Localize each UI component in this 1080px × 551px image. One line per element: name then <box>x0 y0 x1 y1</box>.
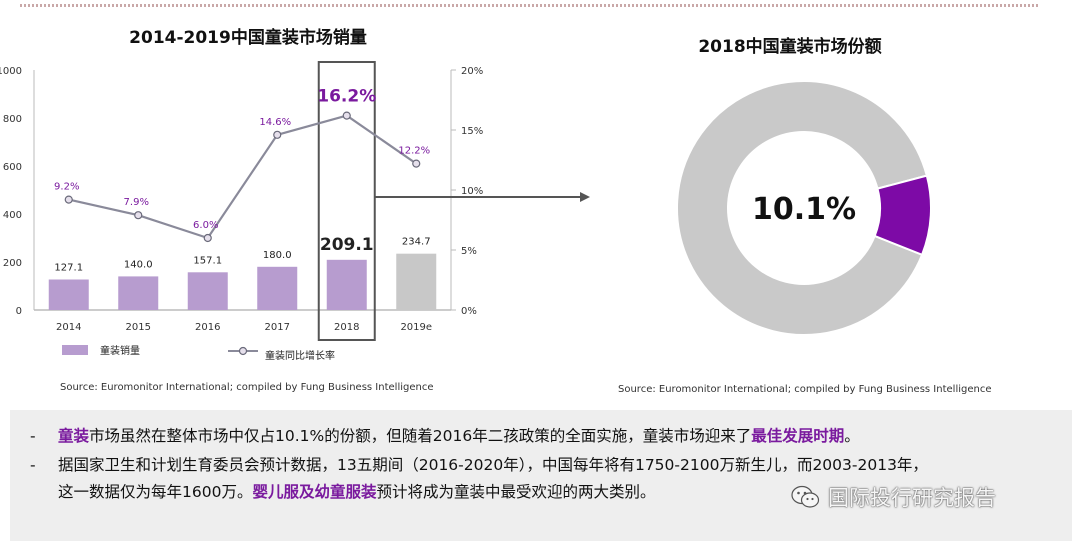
bar-value-label: 180.0 <box>263 250 292 261</box>
text-run: 市场虽然在整体市场中仅占10.1%的份额，但随着2016年二孩政策的全面实施，童… <box>89 427 752 445</box>
text-run: 这一数据仅为每年1600万。 <box>58 483 253 501</box>
bar-2018 <box>326 259 367 310</box>
growth-point-2014 <box>64 195 73 204</box>
y-tick-label: 0 <box>16 306 22 317</box>
bar-chart-axes: 0 200 400 600 800 1000 0% 5% 10% 15% 20% <box>0 61 590 341</box>
bullet-text: 童装市场虽然在整体市场中仅占10.1%的份额，但随着2016年二孩政策的全面实施… <box>58 423 860 449</box>
bar-2019e <box>396 253 437 310</box>
donut-center-label: 10.1% <box>752 192 856 227</box>
text-run: 。 <box>844 427 860 445</box>
bar-2014 <box>48 279 89 310</box>
legend-bar-label: 童装销量 <box>100 344 140 357</box>
link-arrow-head <box>580 192 590 202</box>
x-tick-label: 2017 <box>265 322 290 333</box>
watermark-text: 国际投行研究报告 <box>828 486 996 510</box>
x-tick-label: 2016 <box>195 322 220 333</box>
bar-2016 <box>187 272 228 310</box>
highlight-box-2018 <box>317 61 376 341</box>
bar-chart-source: Source: Euromonitor International; compi… <box>60 382 434 393</box>
growth-point-2019e <box>412 159 421 168</box>
wechat-icon <box>791 485 820 508</box>
y2-tick-label: 0% <box>461 306 477 317</box>
bullet-text: 这一数据仅为每年1600万。婴儿服及幼童服装预计将成为童装中最受欢迎的两大类别。 <box>58 479 655 505</box>
highlighted-phrase: 婴儿服及幼童服装 <box>252 483 377 501</box>
highlighted-phrase: 最佳发展时期 <box>751 427 845 445</box>
y-tick-label: 200 <box>3 258 22 269</box>
bar-value-label: 234.7 <box>402 237 431 248</box>
bar-chart-legend: 童装销量 童装同比增长率 <box>62 344 335 362</box>
pie-chart-source: Source: Euromonitor International; compi… <box>618 384 992 395</box>
bullet-dash: - <box>30 427 36 445</box>
bar-chart-title: 2014-2019中国童装市场销量 <box>129 27 367 48</box>
growth-line <box>68 114 417 240</box>
growth-rate-label: 9.2% <box>54 182 79 193</box>
growth-point-2016 <box>203 233 212 243</box>
x-tick-labels: 2014 2015 2016 2017 2018 2019e <box>56 322 432 333</box>
summary-textbox: - 童装市场虽然在整体市场中仅占10.1%的份额，但随着2016年二孩政策的全面实… <box>10 410 1072 541</box>
bar-value-label: 140.0 <box>124 259 153 270</box>
growth-point-2015 <box>134 211 143 220</box>
x-tick-label: 2019e <box>400 322 432 333</box>
legend-line-marker <box>238 346 248 356</box>
growth-rate-label: 16.2% <box>317 87 376 107</box>
y2-tick-label: 5% <box>461 246 477 257</box>
chart-canvas: 2014-2019中国童装市场销量 0 200 400 600 800 1000 0% 5% 1… <box>0 27 992 395</box>
donut-slice-childrenswear <box>873 174 932 257</box>
growth-rate-label: 12.2% <box>398 146 430 157</box>
x-tick-label: 2014 <box>56 322 81 333</box>
bar-2015 <box>118 276 159 310</box>
y2-tick-label: 10% <box>461 186 483 197</box>
growth-rate-label: 14.6% <box>259 117 291 128</box>
highlighted-phrase: 童装 <box>58 427 90 445</box>
bullet-text: 据国家卫生和计划生育委员会预计数据，13五期间（2016-2020年），中国每年… <box>58 452 928 478</box>
growth-rate-label: 6.0% <box>193 220 218 231</box>
bar-2017 <box>257 266 298 310</box>
text-run: 据国家卫生和计划生育委员会预计数据，13五期间（2016-2020年），中国每年… <box>58 456 928 474</box>
growth-point-2018 <box>342 111 351 120</box>
legend-bar-swatch <box>62 345 88 355</box>
text-run: 预计将成为童装中最受欢迎的两大类别。 <box>376 483 656 501</box>
x-tick-label: 2018 <box>334 322 359 333</box>
y2-tick-label: 20% <box>461 66 483 77</box>
decorative-top-border <box>20 4 1040 7</box>
bar-series: 127.1 140.0 157.1 180.0 209.1 234.7 <box>48 235 437 310</box>
x-tick-label: 2015 <box>126 322 151 333</box>
bar-value-label: 209.1 <box>320 235 374 255</box>
growth-rate-label: 7.9% <box>124 197 149 208</box>
y2-tick-label: 15% <box>461 126 483 137</box>
growth-line-series: 9.2% 7.9% 6.0% 14.6% 16.2% 12.2% <box>54 87 430 243</box>
y-tick-label: 400 <box>3 210 22 221</box>
legend-line-label: 童装同比增长率 <box>265 349 335 362</box>
y-tick-label: 800 <box>3 114 22 125</box>
growth-point-2017 <box>273 130 282 139</box>
pie-chart-title: 2018中国童装市场份额 <box>698 36 881 57</box>
bar-value-label: 157.1 <box>193 255 222 266</box>
y-tick-label: 600 <box>3 162 22 173</box>
bullet-dash: - <box>30 456 36 474</box>
bar-value-label: 127.1 <box>54 262 83 273</box>
watermark: 国际投行研究报告 <box>790 482 996 512</box>
donut-chart: 10.1% <box>676 80 932 336</box>
donut-slice-rest <box>676 80 929 336</box>
y-tick-label: 1000 <box>0 66 22 77</box>
